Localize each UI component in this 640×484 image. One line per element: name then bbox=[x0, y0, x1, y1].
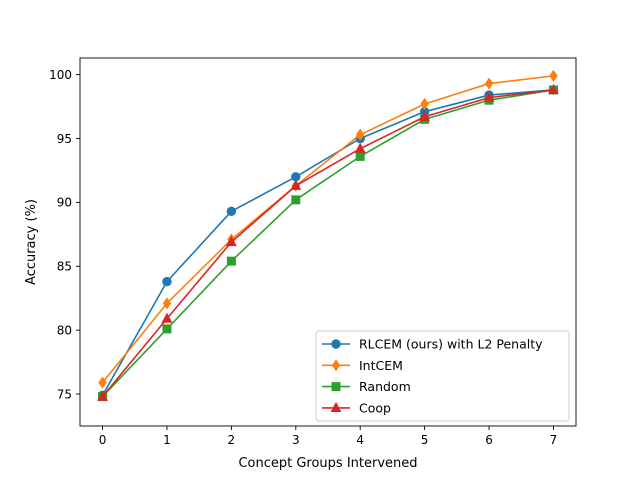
x-tick-label-2: 2 bbox=[228, 433, 236, 447]
data-point-3-1 bbox=[161, 312, 173, 323]
data-point-3-5 bbox=[419, 110, 431, 121]
legend-marker-3 bbox=[330, 401, 342, 412]
x-tick-label-3: 3 bbox=[292, 433, 300, 447]
x-tick-label-1: 1 bbox=[163, 433, 171, 447]
data-point-2-2 bbox=[226, 256, 236, 266]
y-tick-label-2: 85 bbox=[57, 260, 72, 274]
y-tick-label-0: 75 bbox=[57, 387, 72, 401]
axes-layer: 0 1 2 3 4 5 6 7 75 80 85 90 95 100 bbox=[49, 57, 577, 447]
data-point-0-2 bbox=[226, 206, 237, 217]
y-axis-label: Accuracy (%) bbox=[24, 199, 39, 285]
legend-label-3: Coop bbox=[359, 400, 391, 415]
data-point-3-7 bbox=[548, 83, 559, 95]
y-tick-label-5: 100 bbox=[49, 68, 72, 82]
legend-marker-1 bbox=[331, 359, 341, 372]
data-point-1-4 bbox=[355, 128, 365, 141]
data-point-1-1 bbox=[162, 297, 172, 310]
series-1 bbox=[98, 69, 558, 389]
data-point-2-3 bbox=[291, 195, 301, 205]
x-tick-label-0: 0 bbox=[99, 433, 107, 447]
series-line-2 bbox=[101, 89, 554, 398]
data-point-1-5 bbox=[420, 97, 429, 111]
y-tick-label-3: 90 bbox=[57, 196, 72, 210]
series-line-3 bbox=[101, 89, 554, 398]
data-point-3-4 bbox=[354, 142, 366, 153]
legend-label-0: RLCEM (ours) with L2 Penalty bbox=[359, 337, 543, 352]
data-point-3-2 bbox=[225, 235, 237, 247]
series-line-1 bbox=[101, 75, 554, 384]
data-point-2-1 bbox=[162, 324, 172, 334]
data-point-2-4 bbox=[355, 151, 365, 161]
data-point-1-6 bbox=[484, 77, 494, 90]
x-tick-label-7: 7 bbox=[550, 433, 558, 447]
plot-frame bbox=[79, 57, 577, 427]
legend-label-2: Random bbox=[359, 379, 411, 394]
data-point-1-0 bbox=[98, 376, 107, 389]
x-tick-label-5: 5 bbox=[421, 433, 429, 447]
x-tick-label-4: 4 bbox=[356, 433, 364, 447]
data-point-0-1 bbox=[162, 276, 172, 287]
data-point-3-0 bbox=[97, 390, 108, 401]
legend-box bbox=[315, 330, 570, 422]
series-line-0 bbox=[101, 89, 554, 396]
x-tick-label-6: 6 bbox=[485, 433, 493, 447]
legend-label-1: IntCEM bbox=[359, 358, 403, 373]
legend: RLCEM (ours) with L2 Penalty IntCEM Random… bbox=[315, 330, 570, 422]
plot-layer bbox=[97, 69, 559, 402]
legend-marker-2 bbox=[331, 382, 341, 392]
data-point-3-6 bbox=[483, 91, 495, 102]
data-point-1-7 bbox=[549, 69, 558, 82]
y-tick-label-4: 95 bbox=[57, 132, 72, 146]
data-point-3-3 bbox=[290, 179, 302, 190]
x-axis-label: Concept Groups Intervened bbox=[238, 456, 417, 471]
y-tick-label-1: 80 bbox=[57, 323, 72, 337]
series-3 bbox=[97, 83, 559, 401]
legend-marker-0 bbox=[331, 339, 341, 349]
